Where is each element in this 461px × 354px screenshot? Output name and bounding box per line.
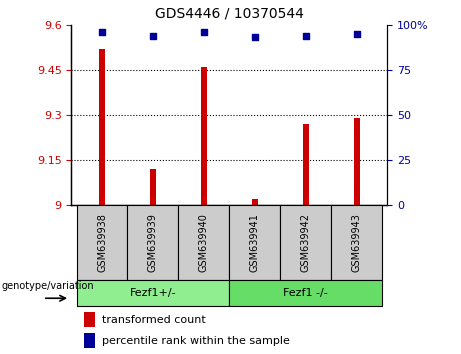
Point [302, 33, 309, 39]
Text: GSM639942: GSM639942 [301, 213, 311, 272]
Bar [77, 280, 229, 306]
Bar [252, 199, 258, 205]
Text: Fezf1+/-: Fezf1+/- [130, 288, 176, 298]
Point [251, 35, 259, 40]
Bar [201, 67, 207, 205]
Text: percentile rank within the sample: percentile rank within the sample [102, 336, 290, 346]
Text: transformed count: transformed count [102, 315, 206, 325]
Point [200, 29, 207, 35]
Point [353, 31, 361, 37]
Bar [229, 205, 280, 280]
Text: GSM639938: GSM639938 [97, 213, 107, 272]
Point [98, 29, 106, 35]
Bar [84, 333, 95, 348]
Text: genotype/variation: genotype/variation [1, 281, 94, 291]
Text: Fezf1 -/-: Fezf1 -/- [284, 288, 328, 298]
Text: GSM639939: GSM639939 [148, 213, 158, 272]
Bar [84, 312, 95, 327]
Bar [229, 280, 382, 306]
Text: GSM639941: GSM639941 [250, 213, 260, 272]
Text: GSM639943: GSM639943 [352, 213, 362, 272]
Bar [77, 205, 128, 280]
Bar [354, 118, 360, 205]
Bar [331, 205, 382, 280]
Bar [99, 49, 105, 205]
Bar [280, 205, 331, 280]
Bar [150, 169, 156, 205]
Text: GSM639940: GSM639940 [199, 213, 209, 272]
Bar [303, 124, 309, 205]
Point [149, 33, 157, 39]
Bar [128, 205, 178, 280]
Bar [178, 205, 229, 280]
Title: GDS4446 / 10370544: GDS4446 / 10370544 [155, 7, 304, 21]
